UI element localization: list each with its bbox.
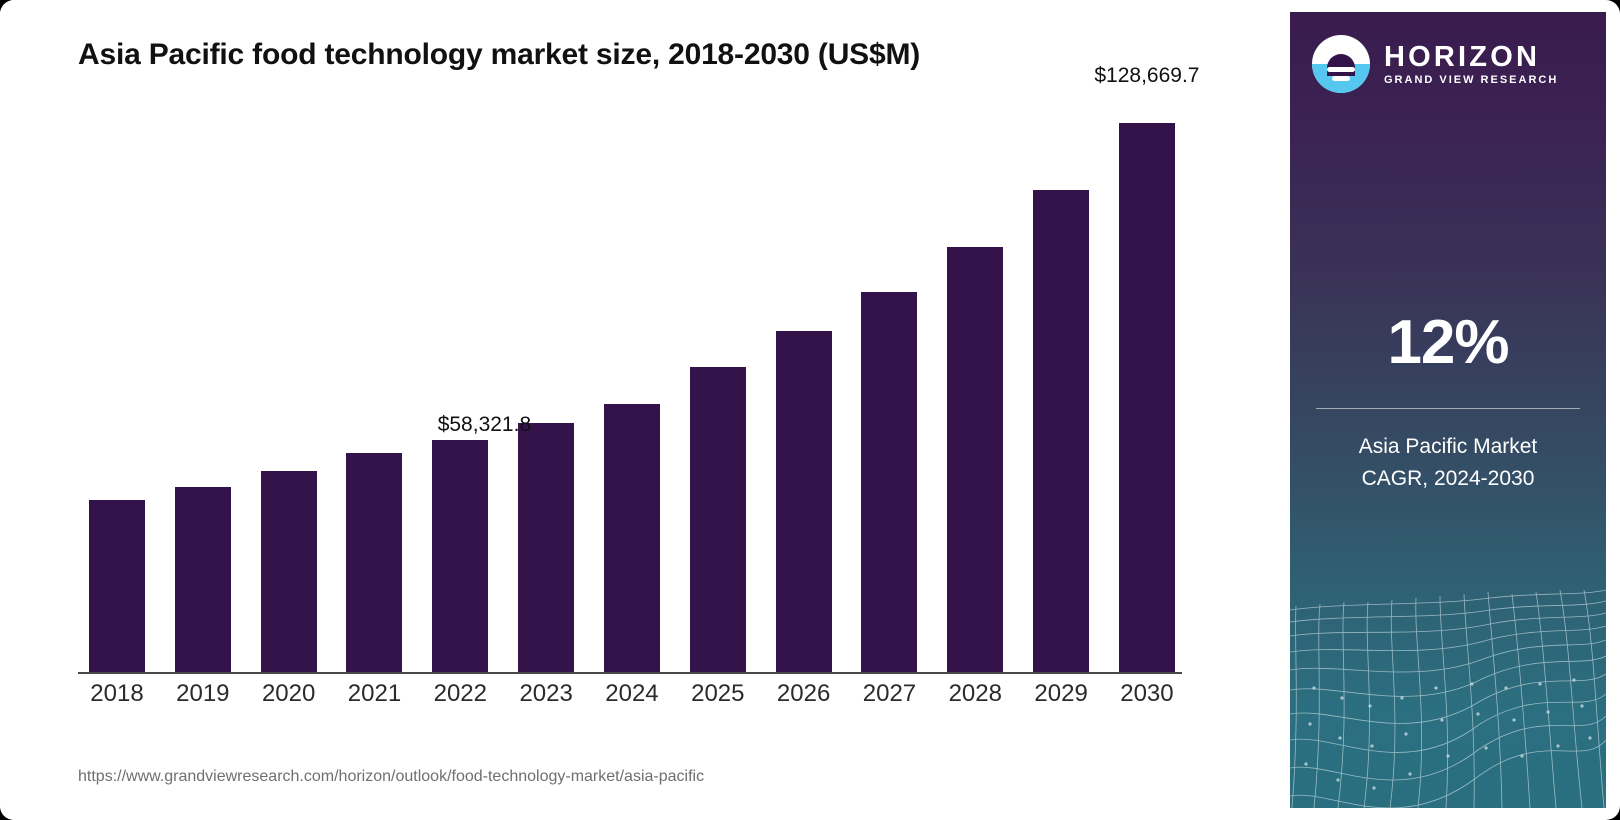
bar-2021[interactable] <box>346 453 403 672</box>
x-tick-2019: 2019 <box>176 680 230 707</box>
bar-2029[interactable] <box>1033 189 1090 672</box>
plot-area: $58,321.8 $128,669.7 <box>78 64 1199 674</box>
brand-panel: HORIZON GRAND VIEW RESEARCH 12% Asia Pac… <box>1290 12 1606 808</box>
source-url[interactable]: https://www.grandviewresearch.com/horizo… <box>78 768 705 785</box>
x-tick-2024: 2024 <box>605 680 659 707</box>
x-tick-2021: 2021 <box>347 680 402 707</box>
x-tick-2028: 2028 <box>948 680 1002 707</box>
bar-2023[interactable]: $58,321.8 <box>438 413 575 672</box>
bar-2024[interactable] <box>603 403 660 672</box>
bar-2022[interactable] <box>432 440 489 672</box>
bar-series: $58,321.8 $128,669.7 <box>78 64 1199 672</box>
bar-column <box>343 96 405 672</box>
bar-2027[interactable] <box>861 291 918 672</box>
bar-column <box>601 96 663 672</box>
x-tick-2030: 2030 <box>1120 680 1174 707</box>
bar-2030[interactable]: $128,669.7 <box>1094 64 1199 672</box>
bar-column <box>687 96 749 672</box>
logo-bar-upper <box>1327 67 1355 72</box>
bar-column <box>1030 96 1092 672</box>
bar-column: $128,669.7 <box>1094 64 1199 672</box>
bar-column <box>258 96 320 672</box>
x-tick-2020: 2020 <box>261 680 316 707</box>
x-axis-line <box>78 672 1182 674</box>
logo-word: HORIZON <box>1384 40 1541 73</box>
bar-value-label-2030: $128,669.7 <box>1094 64 1200 87</box>
bar-2018[interactable] <box>89 500 145 672</box>
x-tick-2027: 2027 <box>862 680 917 707</box>
brand-header: HORIZON GRAND VIEW RESEARCH <box>1290 12 1606 116</box>
bar-column <box>86 96 148 672</box>
logo-subtitle: GRAND VIEW RESEARCH <box>1384 73 1559 86</box>
cagr-block: 12% Asia Pacific Market CAGR, 2024-2030 <box>1290 312 1606 494</box>
bar-2019[interactable] <box>174 486 231 672</box>
cagr-value: 12% <box>1387 308 1509 377</box>
bar-column <box>858 96 920 672</box>
bar-column <box>944 96 1006 672</box>
horizon-logo-icon <box>1312 35 1370 93</box>
bar-2026[interactable] <box>775 331 832 672</box>
bar-column <box>172 96 234 672</box>
cagr-divider <box>1316 408 1580 409</box>
chart-card: Asia Pacific food technology market size… <box>78 38 1200 785</box>
logo-bar-lower <box>1332 76 1350 81</box>
x-tick-2029: 2029 <box>1034 680 1088 707</box>
bar-2028[interactable] <box>947 247 1004 672</box>
wireframe-mesh-decoration <box>1290 548 1606 808</box>
x-tick-2025: 2025 <box>691 680 745 707</box>
x-tick-2023: 2023 <box>519 680 573 707</box>
cagr-desc-line-1: Asia Pacific Market <box>1358 435 1538 458</box>
x-tick-2018: 2018 <box>90 680 144 707</box>
page-title: Asia Pacific food technology market size… <box>78 38 921 71</box>
x-axis-tick-labels: 2018 2019 2020 2021 2022 2023 2024 2025 2026 2027… <box>78 680 1186 708</box>
bar-column <box>773 96 835 672</box>
bar-2020[interactable] <box>260 470 317 672</box>
logo-dome-shape <box>1327 54 1355 76</box>
x-tick-2026: 2026 <box>776 680 831 707</box>
bar-column <box>429 96 491 672</box>
bar-value-label-2023: $58,321.8 <box>437 413 532 437</box>
logo-wordmark: HORIZON GRAND VIEW RESEARCH <box>1384 40 1559 86</box>
bar-2025[interactable] <box>689 367 746 672</box>
cagr-desc-line-2: CAGR, 2024-2030 <box>1361 466 1535 490</box>
x-tick-2022: 2022 <box>433 680 487 707</box>
cagr-description: Asia Pacific Market CAGR, 2024-2030 <box>1316 431 1580 494</box>
bar-column: $58,321.8 <box>438 96 577 672</box>
